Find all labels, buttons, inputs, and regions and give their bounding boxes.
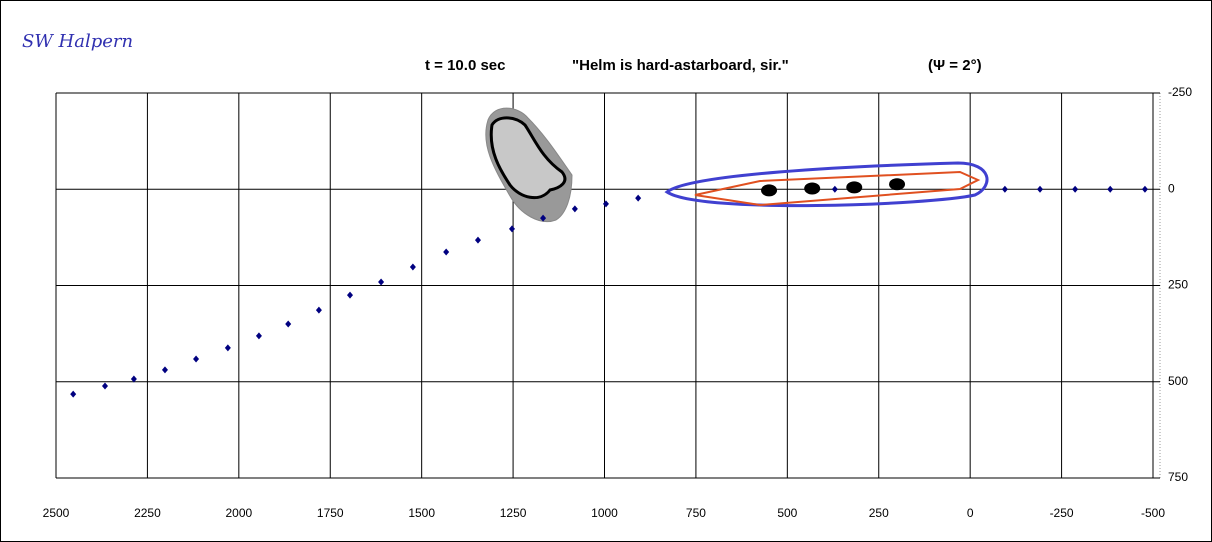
x-tick-label: 750 (686, 506, 706, 520)
ship-point (761, 184, 778, 197)
point (285, 320, 292, 328)
point (474, 236, 481, 244)
point (101, 382, 108, 390)
x-tick-label: -500 (1141, 506, 1165, 520)
point (378, 278, 385, 286)
point (831, 185, 838, 193)
point (635, 194, 642, 202)
point (193, 355, 200, 363)
point (315, 306, 322, 314)
x-tick-label: 1250 (500, 506, 527, 520)
x-tick-label: 2250 (134, 506, 161, 520)
point (130, 375, 137, 383)
marks (70, 178, 1148, 398)
point (409, 263, 416, 271)
wake-inner (489, 116, 567, 200)
x-tick-label: 1500 (408, 506, 435, 520)
x-tick-label: 500 (777, 506, 797, 520)
y-tick-label: 500 (1168, 374, 1188, 388)
point (540, 214, 547, 222)
ship-point (846, 181, 863, 194)
point (1107, 185, 1114, 193)
x-tick-label: 2500 (43, 506, 70, 520)
ship-envelope (664, 161, 989, 208)
point (571, 205, 578, 213)
point (1141, 185, 1148, 193)
ship-point (804, 182, 821, 195)
point (602, 200, 609, 208)
y-tick-label: -250 (1168, 85, 1192, 99)
point (346, 291, 353, 299)
x-tick-label: 2000 (225, 506, 252, 520)
ship-hull (694, 170, 981, 207)
chart-title: t = 10.0 sec (425, 57, 505, 74)
y-tick-label: 250 (1168, 278, 1188, 292)
chart-subtitle: "Helm is hard-astarboard, sir." (572, 57, 789, 74)
ship-point (889, 178, 906, 191)
x-tick-label: 1000 (591, 506, 618, 520)
x-tick-label: 250 (869, 506, 889, 520)
point (443, 248, 450, 256)
signature: SW Halpern (22, 31, 133, 52)
point (70, 390, 77, 398)
point (224, 344, 231, 352)
point (1072, 185, 1079, 193)
point (1037, 185, 1044, 193)
x-tick-label: 1750 (317, 506, 344, 520)
point (255, 332, 262, 340)
y-tick-label: 0 (1168, 181, 1175, 195)
x-tick-label: 0 (967, 506, 974, 520)
point (1001, 185, 1008, 193)
angle-note: (Ψ = 2°) (928, 57, 982, 74)
point (508, 225, 515, 233)
point (161, 366, 168, 374)
y-tick-label: 750 (1168, 470, 1188, 484)
grid (55, 92, 1160, 479)
x-tick-label: -250 (1050, 506, 1074, 520)
